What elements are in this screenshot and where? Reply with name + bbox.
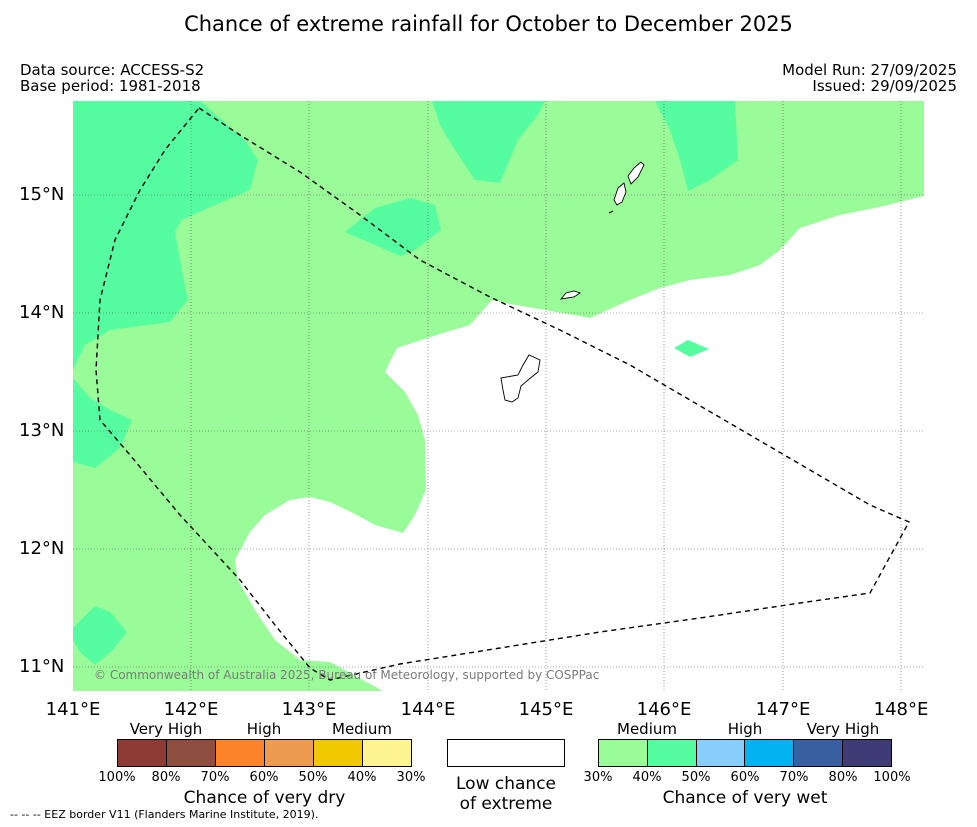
low-chance-line2: of extreme: [459, 794, 553, 814]
wet-tick-40: 40%: [632, 770, 662, 785]
map-title: Chance of extreme rainfall for October t…: [184, 12, 793, 36]
wet-swatch-80-100: [843, 740, 891, 766]
x-tick-146e: 146°E: [636, 699, 692, 720]
map-plot-area: [73, 101, 924, 691]
low-chance-label: Low chance of extreme: [430, 774, 582, 814]
dry-label-very-high: Very High: [129, 720, 203, 738]
dry-swatch-60-50: [265, 740, 314, 766]
high-chance-zone-central: [345, 198, 441, 256]
low-chance-swatch: [447, 739, 565, 767]
issued-label: Issued: 29/09/2025: [812, 77, 957, 95]
wet-label-high: High: [727, 720, 763, 738]
wet-swatch-30-40: [599, 740, 648, 766]
guam-island: [500, 354, 541, 403]
high-chance-zone-east: [674, 340, 709, 357]
dry-swatch-70-60: [216, 740, 265, 766]
high-chance-zone-north: [432, 101, 545, 183]
tinian-island: [613, 182, 627, 206]
dry-colorbar: [117, 739, 412, 767]
aguijan-island: [608, 210, 614, 214]
wet-legend-title: Chance of very wet: [662, 788, 828, 808]
y-tick-13n: 13°N: [19, 420, 65, 441]
dry-tick-70: 70%: [200, 770, 230, 785]
wet-colorbar: [598, 739, 892, 767]
dry-swatch-50-40: [314, 740, 363, 766]
x-tick-148e: 148°E: [873, 699, 929, 720]
base-period-label: Base period: 1981-2018: [20, 77, 201, 95]
dry-tick-30: 30%: [396, 770, 426, 785]
dry-tick-50: 50%: [298, 770, 328, 785]
x-tick-143e: 143°E: [281, 699, 337, 720]
dry-label-high: High: [246, 720, 282, 738]
wet-swatch-40-50: [647, 740, 697, 766]
dry-tick-60: 60%: [249, 770, 279, 785]
x-tick-141e: 141°E: [45, 699, 101, 720]
run-info: Model Run: 27/09/2025 Issued: 29/09/2025: [782, 62, 957, 94]
y-tick-12n: 12°N: [19, 538, 65, 559]
wet-tick-60: 60%: [730, 770, 760, 785]
high-chance-zone-west: [73, 101, 258, 370]
eez-border: [95, 107, 910, 681]
x-tick-147e: 147°E: [755, 699, 811, 720]
wet-tick-50: 50%: [681, 770, 711, 785]
dry-swatch-40-30: [363, 740, 411, 766]
model-run-label: Model Run: 27/09/2025: [782, 61, 957, 79]
x-tick-144e: 144°E: [400, 699, 456, 720]
wet-tick-70: 70%: [779, 770, 809, 785]
y-tick-11n: 11°N: [19, 656, 65, 677]
copyright-notice: © Commonwealth of Australia 2025, Bureau…: [94, 668, 600, 682]
dry-legend-title: Chance of very dry: [183, 788, 346, 808]
wet-swatch-60-70: [745, 740, 795, 766]
x-tick-145e: 145°E: [518, 699, 574, 720]
data-source-label: Data source: ACCESS-S2: [20, 61, 205, 79]
wet-swatch-70-80: [794, 740, 844, 766]
wet-label-medium: Medium: [617, 720, 677, 738]
wet-swatch-50-60: [696, 740, 746, 766]
y-tick-14n: 14°N: [19, 302, 65, 323]
low-chance-zone: [235, 196, 924, 691]
wet-tick-30: 30%: [583, 770, 613, 785]
dry-swatch-100-80: [118, 740, 167, 766]
data-info: Data source: ACCESS-S2 Base period: 1981…: [20, 62, 204, 94]
wet-label-very-high: Very High: [806, 720, 880, 738]
low-chance-line1: Low chance: [456, 774, 556, 794]
dry-tick-100: 100%: [98, 770, 136, 785]
saipan-island: [627, 161, 645, 185]
gridlines: [73, 101, 924, 691]
dry-swatch-80-70: [167, 740, 216, 766]
dry-tick-40: 40%: [347, 770, 377, 785]
y-tick-15n: 15°N: [19, 184, 65, 205]
wet-tick-100: 100%: [873, 770, 911, 785]
dry-tick-80: 80%: [151, 770, 181, 785]
dry-label-medium: Medium: [332, 720, 392, 738]
high-chance-zone-northeast: [655, 101, 738, 191]
high-chance-zone-southwest-2: [73, 606, 127, 665]
rota-island: [559, 290, 582, 300]
eez-border-note: -- -- -- EEZ border V11 (Flanders Marine…: [10, 808, 319, 821]
wet-tick-80: 80%: [828, 770, 858, 785]
x-tick-142e: 142°E: [163, 699, 219, 720]
high-chance-zone-southwest-1: [73, 378, 132, 468]
